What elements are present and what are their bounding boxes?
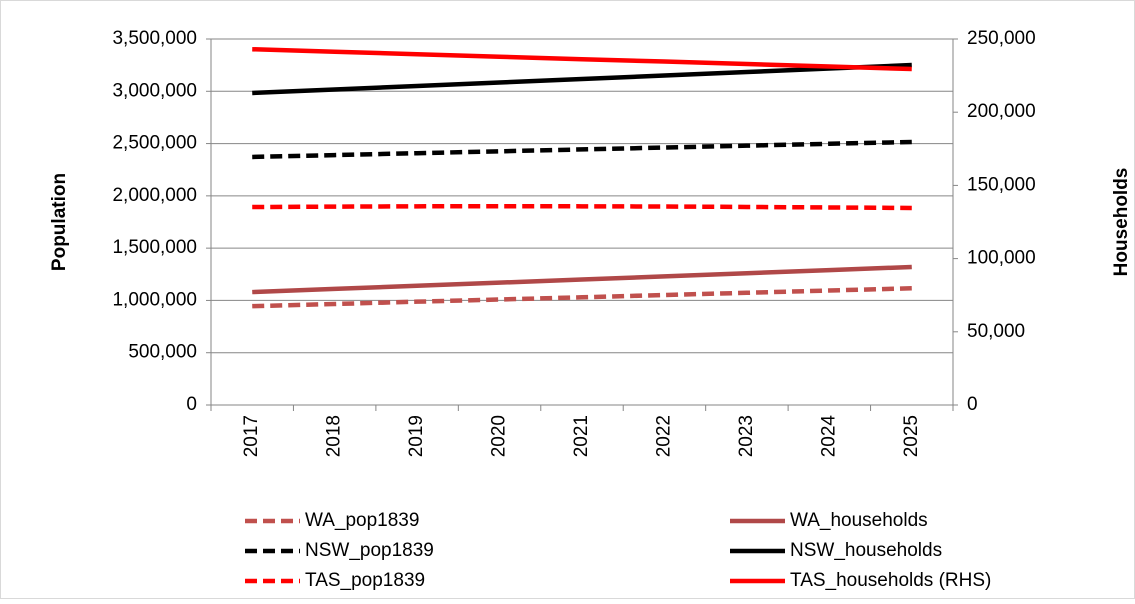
- legend-label: WA_households: [790, 510, 928, 531]
- y-tick-label: 0: [186, 394, 197, 415]
- legend-label: TAS_pop1839: [305, 570, 425, 591]
- series-line: [252, 139, 912, 160]
- series-line: [252, 203, 912, 211]
- y2-axis-title: Households: [1111, 168, 1132, 277]
- legend-label: TAS_households (RHS): [790, 570, 991, 591]
- legend-label: NSW_households: [790, 540, 942, 561]
- x-tick-label: 2024: [818, 415, 839, 458]
- y2-tick-label: 150,000: [967, 174, 1036, 195]
- x-tick-label: 2021: [571, 415, 592, 457]
- y-tick-label: 2,500,000: [112, 133, 197, 154]
- x-tick-label: 2023: [736, 415, 757, 457]
- legend-label: NSW_pop1839: [305, 540, 434, 561]
- series-line: [252, 286, 912, 309]
- y2-tick-label: 0: [967, 394, 978, 415]
- y-tick-label: 2,000,000: [112, 185, 197, 206]
- y-axis-title: Population: [49, 173, 70, 271]
- series-line: [252, 46, 912, 72]
- y-tick-label: 1,500,000: [112, 237, 197, 258]
- y-tick-label: 500,000: [128, 342, 197, 363]
- x-tick-label: 2019: [406, 415, 427, 457]
- y2-tick-label: 250,000: [967, 28, 1036, 49]
- x-tick-label: 2022: [653, 415, 674, 457]
- y2-tick-label: 50,000: [967, 321, 1025, 342]
- y-tick-label: 3,500,000: [112, 28, 197, 49]
- x-tick-label: 2017: [241, 415, 262, 457]
- legend-label: WA_pop1839: [305, 510, 419, 531]
- x-tick-label: 2020: [489, 415, 510, 457]
- x-tick-label: 2018: [324, 415, 345, 457]
- series-line: [252, 62, 912, 96]
- y-tick-label: 1,000,000: [112, 289, 197, 310]
- y2-tick-label: 100,000: [967, 248, 1036, 269]
- series-line: [252, 264, 912, 295]
- y-tick-label: 3,000,000: [112, 80, 197, 101]
- x-tick-label: 2025: [901, 415, 922, 457]
- y2-tick-label: 200,000: [967, 101, 1036, 122]
